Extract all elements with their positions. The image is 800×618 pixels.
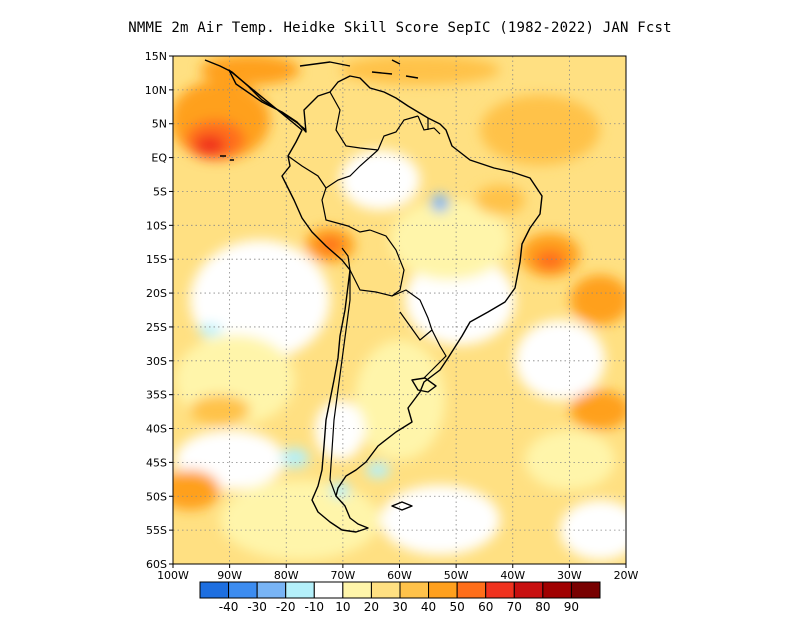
border-venezuela-brazil [377,115,419,151]
colorbar-swatch [542,581,572,599]
colorbar-label: -10 [304,600,324,614]
colorbar-swatch [256,581,287,599]
y-tick-label: 20S [146,287,167,300]
y-tick-label: 45S [146,456,167,469]
x-axis-ticks: 100W 90W 80W 70W 60W 50W 40W 30W 20W [157,564,639,582]
colorbar-label: 50 [450,600,465,614]
y-tick-label: 30S [146,355,167,368]
colorbar-swatch [485,581,515,599]
central-america-coastline [204,59,307,131]
border-peru-brazil [321,187,371,233]
y-tick-label: 50S [146,490,167,503]
border-paraguay [391,289,433,341]
border-argentina-brazil-uruguay [423,329,447,379]
colorbar-swatch [428,581,458,599]
colorbar-swatch [228,581,258,599]
colorbar-swatch [370,581,401,599]
colorbar: -40 -30 -20 -10 10 20 30 40 50 60 70 80 90 [199,581,601,614]
colorbar-label: 60 [478,600,493,614]
south-america-coastline [228,69,543,533]
colorbar-swatch [570,581,601,599]
colorbar-swatch [313,581,344,599]
caribbean-islands [299,59,419,79]
colorbar-swatch [285,581,315,599]
colorbar-label: -20 [276,600,296,614]
x-tick-label: 80W [274,569,299,582]
colorbar-label: 30 [392,600,407,614]
border-ecuador-peru [287,155,327,189]
colorbar-label: 90 [564,600,579,614]
x-tick-label: 100W [157,569,189,582]
y-tick-label: 35S [146,389,167,402]
y-tick-label: 5S [153,185,167,198]
x-tick-label: 70W [330,569,355,582]
x-tick-label: 50W [444,569,469,582]
river-plate [411,377,437,393]
y-tick-label: 15N [145,50,167,63]
colorbar-swatch [456,581,487,599]
border-colombia-peru-brazil [325,149,379,189]
coastlines [204,59,543,533]
x-tick-label: 60W [387,569,412,582]
y-tick-label: 10N [145,84,167,97]
graticule [173,56,626,564]
x-tick-label: 30W [557,569,582,582]
colorbar-label: 80 [535,600,550,614]
colorbar-swatch [513,581,544,599]
colorbar-label: -30 [247,600,267,614]
colorbar-label: 40 [421,600,436,614]
x-tick-label: 40W [500,569,525,582]
border-colombia-venezuela [329,91,379,151]
border-guianas [417,115,441,135]
y-axis-ticks: 15N 10N 5N EQ 5S 10S 15S 20S 25S 30S 35S 40S 45S 50S 5… [145,50,173,571]
galapagos-islands [220,155,234,161]
y-tick-label: 60S [146,558,167,571]
colorbar-label: 10 [335,600,350,614]
colorbar-label: 70 [507,600,522,614]
border-chile-argentina [329,270,351,497]
y-tick-label: EQ [151,152,167,165]
x-tick-label: 90W [217,569,242,582]
y-tick-label: 40S [146,423,167,436]
colorbar-label: -40 [219,600,239,614]
y-tick-label: 25S [146,321,167,334]
colorbar-swatch [199,581,230,599]
y-tick-label: 10S [146,219,167,232]
colorbar-label: 20 [364,600,379,614]
y-tick-label: 5N [152,118,167,131]
x-tick-label: 20W [614,569,639,582]
y-tick-label: 55S [146,524,167,537]
country-borders [287,91,447,497]
colorbar-swatch [342,581,372,599]
map-title: NMME 2m Air Temp. Heidke Skill Score Sep… [128,20,672,36]
colorbar-swatch [399,581,430,599]
y-tick-label: 15S [146,253,167,266]
falkland-islands [391,501,413,511]
skill-field [173,56,626,564]
